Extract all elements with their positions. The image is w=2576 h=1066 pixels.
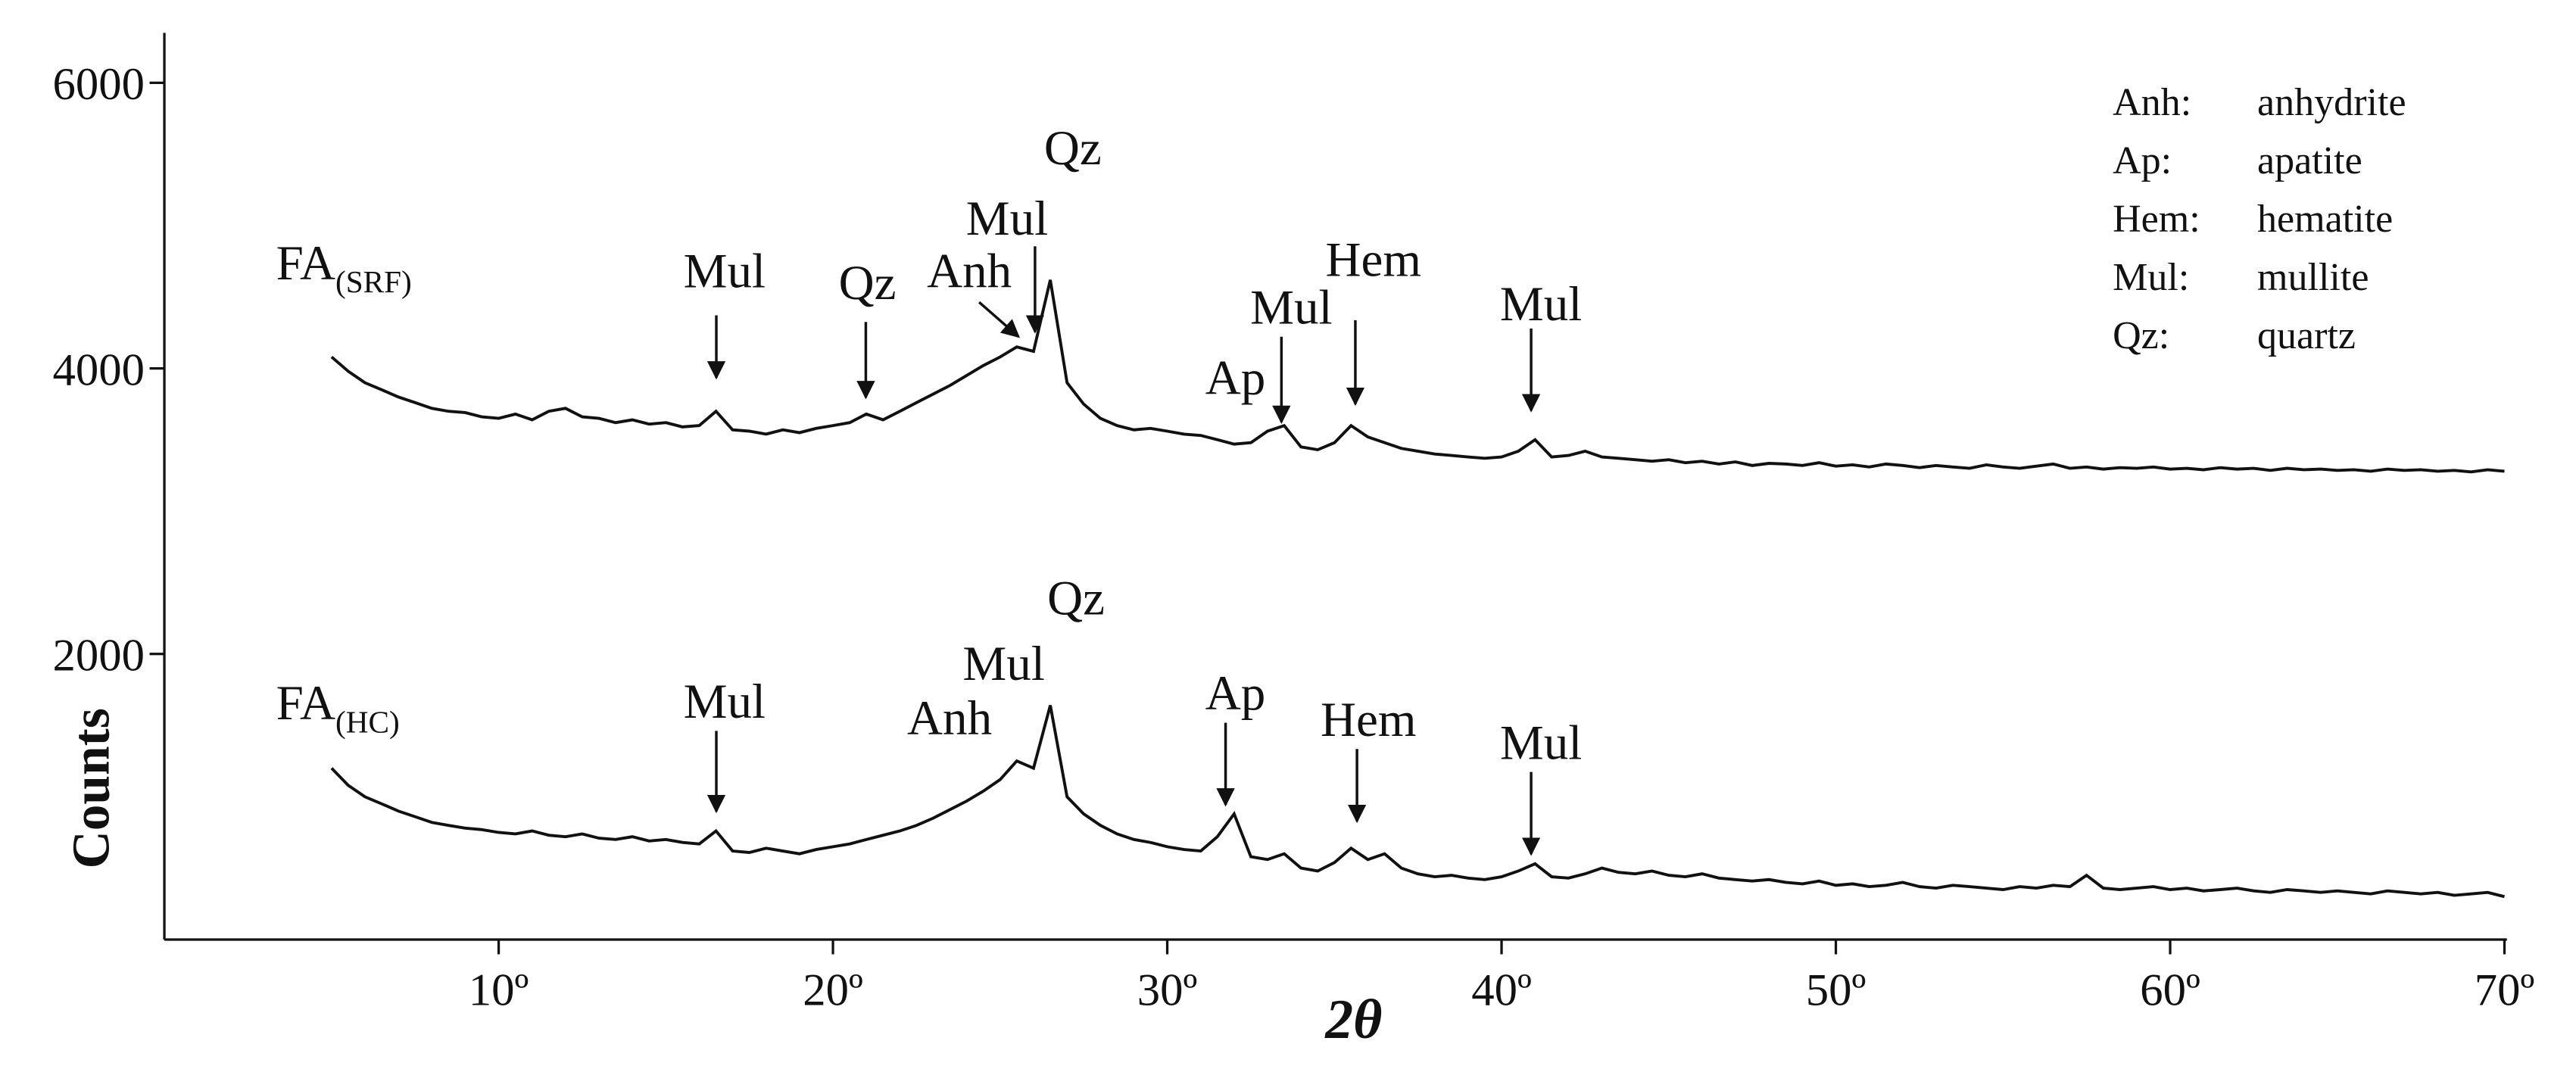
x-tick-label: 70º: [2475, 965, 2535, 1016]
key-abbr: Anh:: [2113, 81, 2191, 124]
peak-label: Mul: [1500, 277, 1583, 332]
peak-label: Mul: [1250, 280, 1333, 335]
peak-label: Qz: [839, 256, 897, 310]
key-abbr: Qz:: [2113, 314, 2169, 357]
series-label: FA(HC): [276, 676, 400, 740]
xrd-pattern: [330, 279, 2505, 474]
key-name: anhydrite: [2257, 81, 2406, 124]
x-tick-label: 40º: [1471, 965, 1532, 1016]
peak-label: Ap: [1205, 666, 1266, 721]
series-name-subscript: (SRF): [335, 264, 412, 300]
key-abbr: Ap:: [2113, 139, 2172, 182]
peak-label: Mul: [966, 192, 1049, 246]
peak-label: Mul: [1500, 715, 1583, 770]
y-tick-label: 4000: [53, 344, 145, 395]
series-name: FA: [276, 236, 335, 291]
x-tick-label: 20º: [803, 965, 863, 1016]
peak-label: Qz: [1044, 121, 1102, 176]
key-name: apatite: [2257, 139, 2362, 182]
xrd-pattern: [330, 705, 2505, 899]
y-tick-label: 6000: [53, 59, 145, 110]
x-tick-label: 10º: [469, 965, 529, 1016]
peak-label: Mul: [684, 245, 766, 299]
y-axis-label: Counts: [62, 708, 120, 868]
key-abbr: Mul:: [2113, 256, 2189, 299]
key-name: quartz: [2257, 314, 2356, 357]
peak-label: Qz: [1047, 571, 1105, 625]
x-tick-label: 50º: [1806, 965, 1867, 1016]
peak-label: Ap: [1205, 351, 1266, 406]
series-label: FA(SRF): [276, 236, 412, 300]
y-tick-label: 2000: [53, 630, 145, 681]
peak-label: Anh: [907, 691, 992, 746]
series-name-subscript: (HC): [335, 705, 400, 740]
peak-label: Hem: [1326, 232, 1422, 287]
x-axis-label: 2θ: [1324, 988, 1382, 1050]
peak-label: Mul: [684, 675, 766, 729]
peak-label: Anh: [927, 245, 1012, 299]
key-name: hematite: [2257, 198, 2393, 241]
series-name: FA: [276, 676, 335, 731]
peak-label: Mul: [962, 637, 1045, 691]
x-tick-label: 30º: [1137, 965, 1198, 1016]
peak-arrow: [978, 301, 1021, 338]
peak-label: Hem: [1321, 693, 1417, 747]
x-tick-label: 60º: [2140, 965, 2200, 1016]
key-abbr: Hem:: [2113, 198, 2200, 241]
key-name: mullite: [2257, 256, 2369, 299]
